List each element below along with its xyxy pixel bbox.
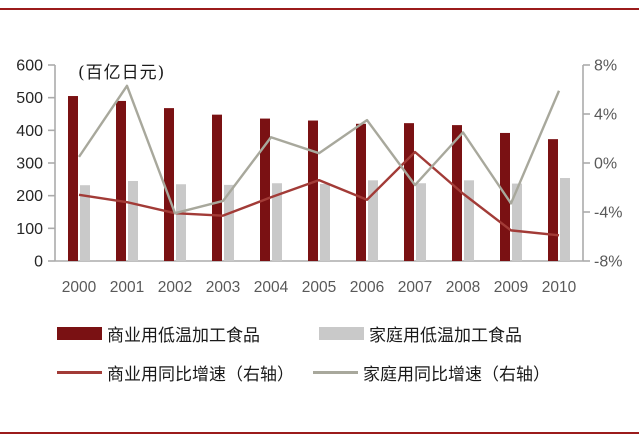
right-axis-tick-label: -4% <box>594 205 622 222</box>
bar-commercial-volume-2007 <box>404 123 414 261</box>
right-axis-tick-label: 8% <box>594 58 617 75</box>
left-axis-tick-label: 100 <box>16 221 43 238</box>
line-household-growth <box>78 84 561 215</box>
bar-household-volume-2005 <box>320 183 330 261</box>
left-axis-tick-label: 200 <box>16 188 43 205</box>
bar-commercial-volume-2009 <box>500 132 510 261</box>
bar-commercial-volume-2006 <box>356 123 366 261</box>
bar-household-volume-2006 <box>368 180 378 261</box>
bar-household-volume-2010 <box>560 178 570 261</box>
left-axis-tick-label: 600 <box>16 58 43 75</box>
bottom-border-rule <box>0 432 639 434</box>
legend-swatch-commercial-line-icon <box>57 371 102 374</box>
legend-label-household-volume: 家庭用低温加工食品 <box>369 326 522 346</box>
legend-swatch-commercial-bar-icon <box>57 327 102 340</box>
bar-commercial-volume-2000 <box>68 96 78 262</box>
top-border-rule <box>0 8 639 10</box>
bar-commercial-volume-2008 <box>452 125 462 262</box>
x-axis-label: 2005 <box>302 279 336 296</box>
bar-commercial-volume-2001 <box>116 100 126 261</box>
bar-household-volume-2002 <box>176 184 186 261</box>
left-axis-tick-label: 500 <box>16 90 43 107</box>
left-axis-tick-label: 400 <box>16 123 43 140</box>
x-axis-label: 2000 <box>62 279 97 296</box>
bar-commercial-volume-2010 <box>548 139 558 261</box>
legend-item-commercial-growth: 商业用同比增速（右轴） <box>57 360 294 385</box>
x-axis-label: 2004 <box>254 279 289 296</box>
legend-item-household-volume: 家庭用低温加工食品 <box>319 321 522 346</box>
legend-label-commercial-volume: 商业用低温加工食品 <box>107 326 260 346</box>
bar-household-volume-2001 <box>128 180 138 261</box>
bar-household-volume-2000 <box>80 185 90 261</box>
left-axis-tick-label: 300 <box>16 156 43 173</box>
legend-label-commercial-growth: 商业用同比增速（右轴） <box>107 365 294 385</box>
x-axis-label: 2009 <box>494 279 528 296</box>
bar-household-volume-2003 <box>224 184 234 261</box>
x-axis-label: 2001 <box>110 279 144 296</box>
bar-household-volume-2004 <box>272 183 282 261</box>
legend-item-household-growth: 家庭用同比增速（右轴） <box>313 360 550 385</box>
bar-household-volume-2009 <box>512 183 522 261</box>
x-axis-label: 2006 <box>350 279 384 296</box>
line-commercial-growth <box>78 150 560 237</box>
right-axis-tick-label: -8% <box>594 254 622 271</box>
x-axis-label: 2007 <box>398 279 432 296</box>
right-axis-tick-label: 4% <box>594 107 617 124</box>
legend-swatch-household-line-icon <box>313 371 358 374</box>
bar-commercial-volume-2002 <box>164 108 174 262</box>
bar-commercial-volume-2003 <box>212 114 222 261</box>
legend-label-household-growth: 家庭用同比增速（右轴） <box>363 365 550 385</box>
x-axis-label: 2008 <box>446 279 480 296</box>
legend-item-commercial-volume: 商业用低温加工食品 <box>57 321 260 346</box>
bar-commercial-volume-2005 <box>308 120 318 262</box>
chart-plot: 600 500 400 300 200 100 0 8% 4% 0% -4% -8% 2000 2001 2… <box>16 58 622 297</box>
left-axis-tick-label: 0 <box>34 254 43 271</box>
bar-household-volume-2008 <box>464 180 474 261</box>
x-axis-label: 2010 <box>542 279 577 296</box>
axis-unit-label: (百亿日元) <box>78 63 166 83</box>
right-axis-tick-label: 0% <box>594 156 617 173</box>
bar-commercial-volume-2004 <box>260 118 270 261</box>
legend-swatch-household-bar-icon <box>319 327 364 340</box>
bar-household-volume-2007 <box>416 183 426 261</box>
x-axis-label: 2002 <box>158 279 192 296</box>
x-axis-label: 2003 <box>206 279 240 296</box>
